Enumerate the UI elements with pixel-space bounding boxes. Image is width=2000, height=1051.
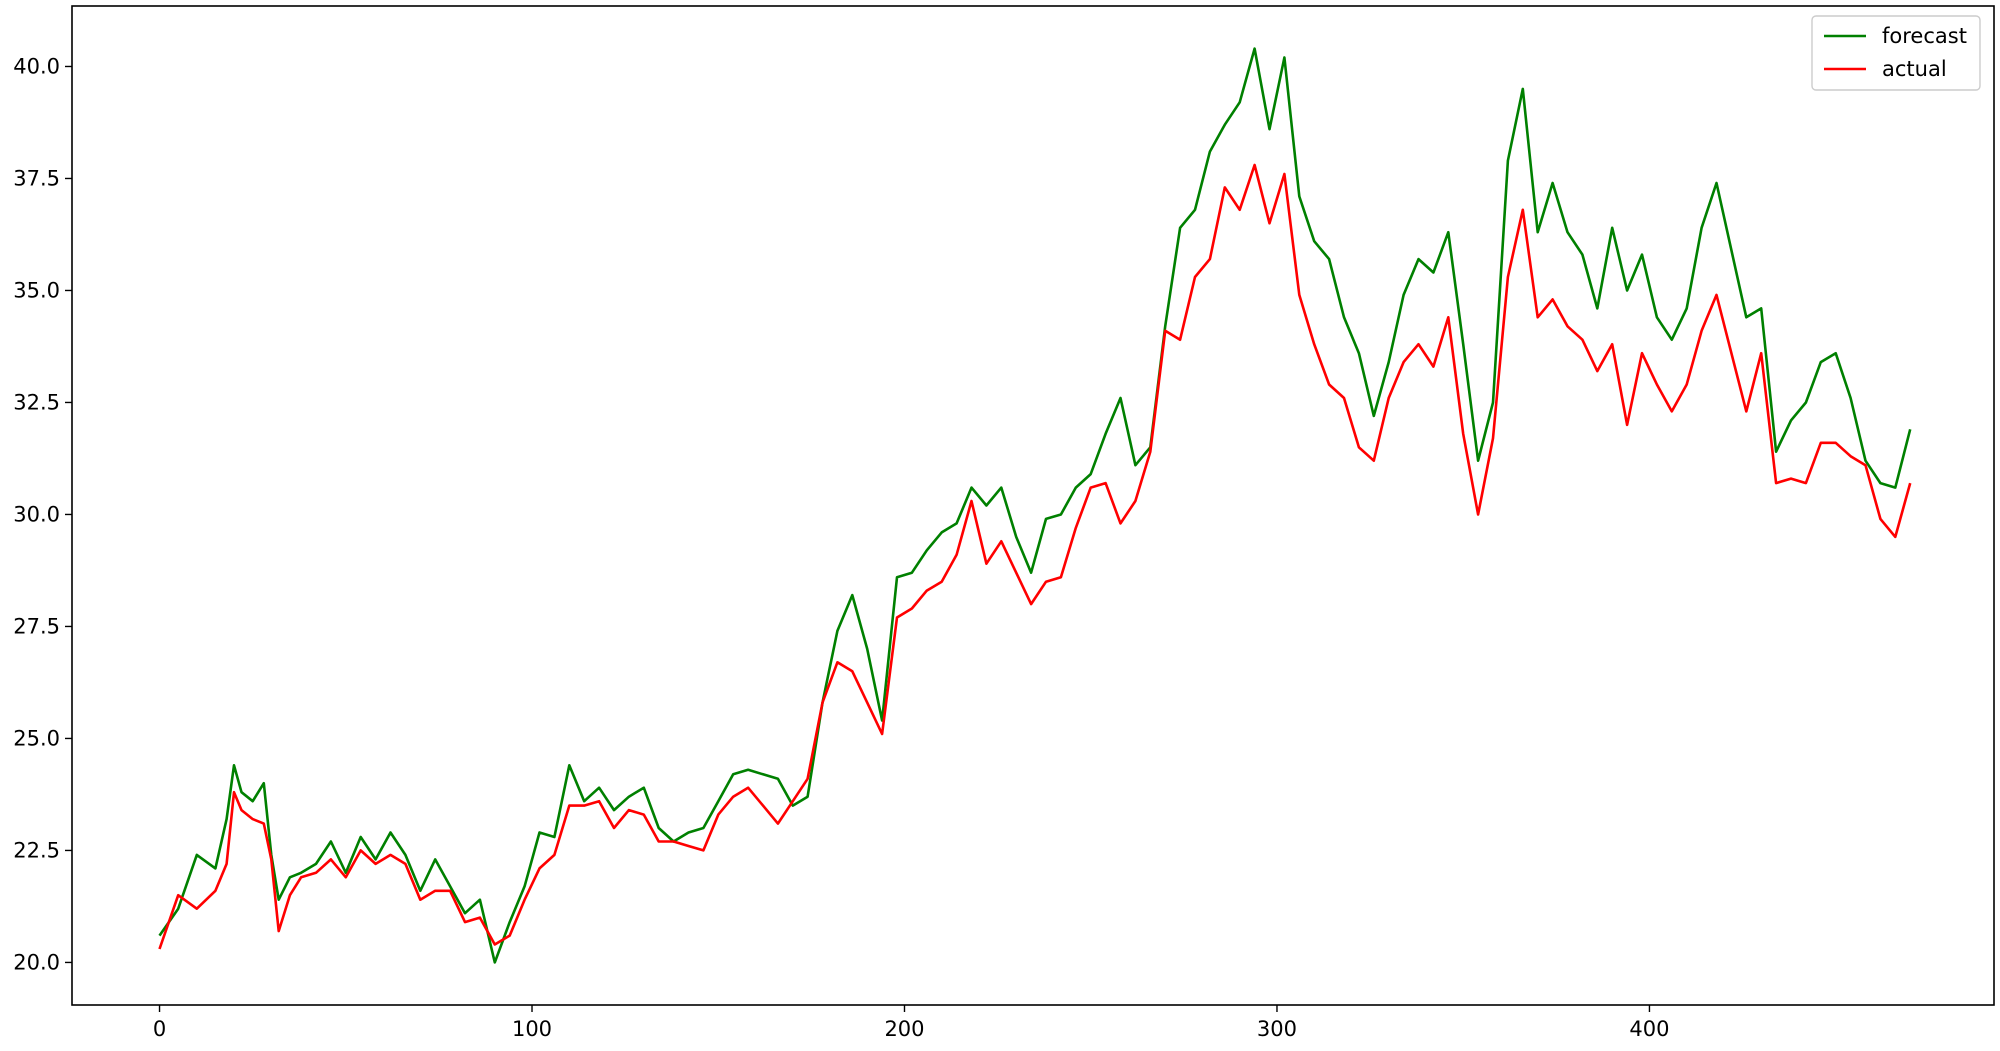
legend-label-forecast: forecast xyxy=(1882,24,1967,48)
series-line-forecast xyxy=(158,47,1912,964)
y-tick-label: 25.0 xyxy=(13,726,60,750)
series-layer xyxy=(158,47,1912,964)
x-tick-label: 0 xyxy=(153,1017,166,1041)
y-tick-label: 35.0 xyxy=(13,278,60,302)
legend-box xyxy=(1811,15,1981,91)
x-tick-label: 100 xyxy=(512,1017,552,1041)
y-axis: 20.0 22.5 25.0 27.5 30.0 32.5 35.0 37.5 40.0 xyxy=(13,54,72,974)
y-tick-label: 30.0 xyxy=(13,502,60,526)
x-axis: 0 100 200 300 400 xyxy=(153,1005,1670,1041)
y-tick-label: 27.5 xyxy=(13,614,60,638)
x-tick-label: 400 xyxy=(1629,1017,1669,1041)
y-tick-label: 22.5 xyxy=(13,838,60,862)
x-tick-label: 200 xyxy=(884,1017,924,1041)
legend-label-actual: actual xyxy=(1882,57,1947,81)
y-tick-label: 37.5 xyxy=(13,166,60,190)
y-tick-label: 20.0 xyxy=(13,950,60,974)
y-tick-label: 32.5 xyxy=(13,390,60,414)
legend: forecast actual xyxy=(1811,15,1981,91)
plot-frame xyxy=(71,5,1995,1006)
series-line-actual xyxy=(158,163,1912,950)
y-tick-label: 40.0 xyxy=(13,54,60,78)
x-tick-label: 300 xyxy=(1257,1017,1297,1041)
